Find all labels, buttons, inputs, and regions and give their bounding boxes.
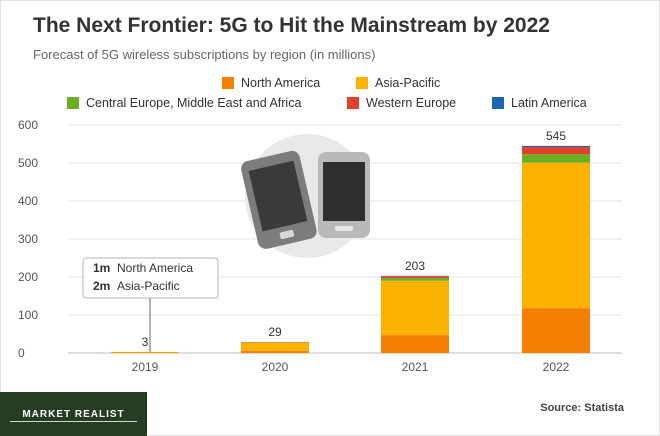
y-tick-label: 200 [18, 270, 38, 284]
legend-north-america: North America [222, 76, 320, 90]
legend-label-western-europe: Western Europe [366, 96, 457, 110]
bar-segment [522, 145, 590, 148]
legend-label-latin-america: Latin America [511, 96, 587, 110]
bars [111, 145, 590, 353]
total-label: 203 [405, 259, 425, 273]
smartphones-icon [241, 134, 370, 258]
bar-segment [522, 147, 590, 155]
y-tick-labels: 0 100 200 300 400 500 600 [18, 118, 38, 360]
bar-segment [381, 335, 449, 353]
bar-segment [381, 280, 449, 336]
legend-western-europe: Western Europe [347, 96, 456, 110]
legend-latin-america: Latin America [492, 96, 587, 110]
bar-segment [241, 342, 309, 351]
bar-segment [241, 350, 309, 353]
y-tick-label: 400 [18, 194, 38, 208]
bar-segment [381, 276, 449, 279]
brand-underline [10, 421, 137, 422]
annotation-label-1: North America [117, 261, 193, 275]
total-label: 545 [546, 129, 566, 143]
annotation-box: 1m North America 2m Asia-Pacific [82, 257, 219, 353]
legend-label-cemea: Central Europe, Middle East and Africa [86, 96, 302, 110]
x-tick-label: 2019 [132, 360, 159, 374]
legend-swatch-western-europe [347, 97, 359, 109]
bar-segment [522, 162, 590, 309]
annotation-label-2: Asia-Pacific [117, 279, 180, 293]
legend-asia-pacific: Asia-Pacific [356, 76, 440, 90]
bar-segment [522, 154, 590, 163]
total-labels: 3 29 203 545 [142, 129, 567, 349]
legend-swatch-cemea [67, 97, 79, 109]
market-realist-logo: MARKET REALIST [0, 392, 147, 436]
chart-title: The Next Frontier: 5G to Hit the Mainstr… [33, 14, 550, 37]
legend-swatch-asia-pacific [356, 77, 368, 89]
source-note: Source: Statista [540, 402, 624, 414]
legend-label-north-america: North America [241, 76, 321, 90]
chart-subtitle: Forecast of 5G wireless subscriptions by… [33, 47, 376, 62]
bar-segment [111, 351, 179, 353]
x-tick-label: 2022 [543, 360, 570, 374]
y-tick-label: 100 [18, 308, 38, 322]
y-tick-label: 500 [18, 156, 38, 170]
y-tick-label: 600 [18, 118, 38, 132]
legend-swatch-latin-america [492, 97, 504, 109]
brand-name: MARKET REALIST [22, 408, 125, 420]
x-tick-label: 2020 [262, 360, 289, 374]
total-label: 3 [142, 335, 149, 349]
total-label: 29 [268, 325, 282, 339]
legend-swatch-north-america [222, 77, 234, 89]
x-tick-labels: 2019 2020 2021 2022 [132, 360, 570, 374]
annotation-value-2: 2m [93, 279, 110, 293]
y-tick-label: 0 [18, 346, 25, 360]
x-tick-label: 2021 [402, 360, 429, 374]
bar-segment [522, 308, 590, 353]
legend-cemea: Central Europe, Middle East and Africa [67, 96, 301, 110]
legend-label-asia-pacific: Asia-Pacific [375, 76, 441, 90]
annotation-value-1: 1m [93, 261, 110, 275]
bar-segment [381, 278, 449, 281]
y-tick-label: 300 [18, 232, 38, 246]
